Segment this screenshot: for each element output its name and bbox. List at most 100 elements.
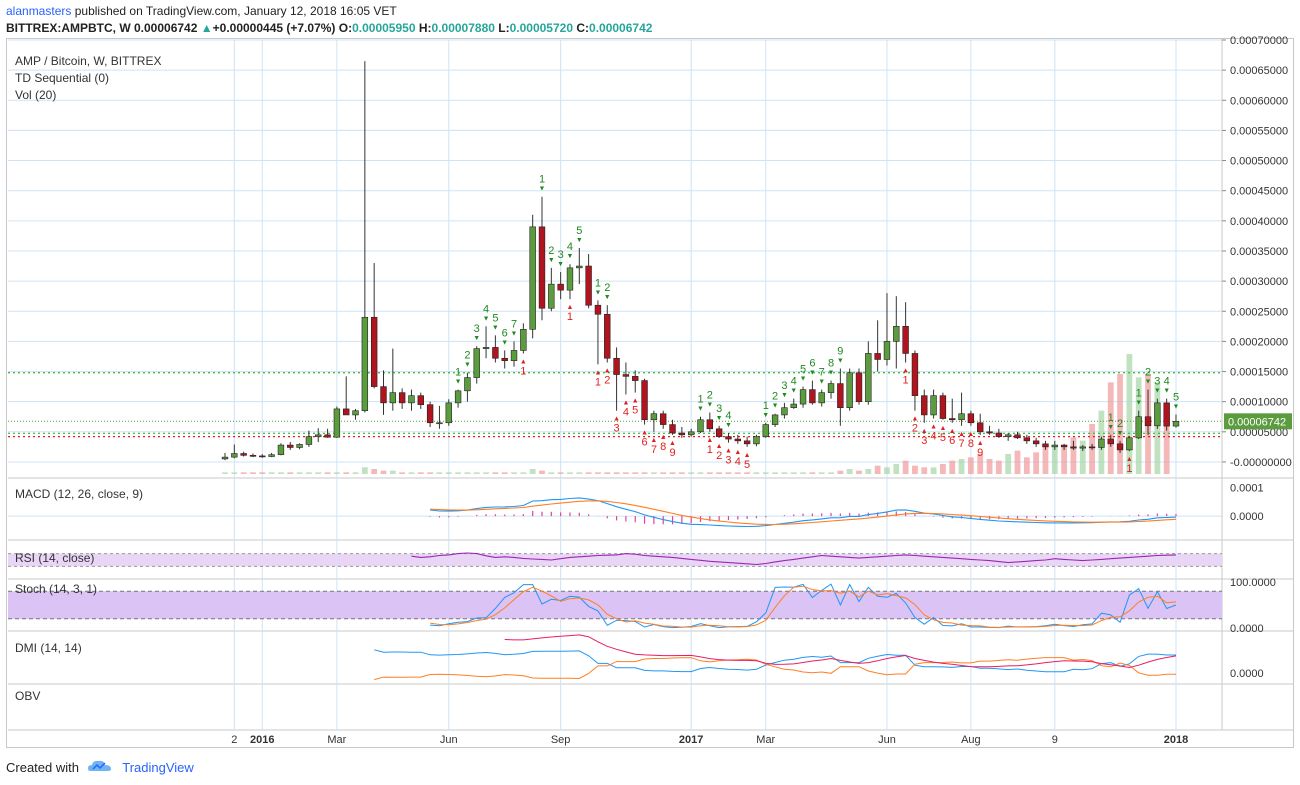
td-down-arrow: ▼ [1117,430,1124,437]
td-down-arrow: ▼ [464,362,471,369]
td-up-arrow: ▲ [725,448,732,455]
candle-body [604,313,611,359]
volume-bar [632,472,639,474]
candle-body [566,267,574,291]
volume-bar [445,472,452,474]
volume-bar [1126,354,1133,474]
created-with-text: Created with [6,760,79,775]
candle-body [1051,444,1058,448]
candle-body [967,413,975,424]
volume-bar [725,472,732,474]
volume-bar [986,459,993,474]
macd-label: MACD (12, 26, close, 9) [15,487,144,501]
candle-body [417,395,424,405]
candle-body [809,389,816,404]
candle-body [715,428,723,437]
candle-body [827,383,835,393]
td-setup-count: 5 [576,225,582,237]
dmi-label: DMI (14, 14) [15,641,82,655]
volume-bar [828,472,834,474]
volume-bar [930,467,937,474]
td-buy-count: 6 [641,437,647,449]
td-down-arrow: ▼ [772,403,779,410]
td-sequential-label: TD Sequential (0) [15,71,110,85]
volume-bar [1061,447,1068,474]
candle-body [585,265,592,306]
td-setup-count: 2 [1145,367,1151,379]
price-tick-label: 0.00030000 [1230,276,1288,288]
volume-bar [809,472,816,474]
candle-body [818,392,825,404]
candle-body [1088,446,1096,449]
candle-body [930,395,937,416]
volume-bar [417,472,424,474]
td-up-arrow: ▲ [660,434,667,441]
price-tick-label: 0.00040000 [1230,216,1288,228]
dmi-adx-line [504,634,1177,669]
candle-body [492,347,499,359]
time-tick-label: Jun [878,734,896,746]
close-value: 0.00006742 [589,21,653,35]
td-down-arrow: ▼ [492,324,499,331]
td-up-arrow: ▲ [622,399,629,406]
volume-bar [995,460,1002,474]
volume-bar [483,472,489,474]
volume-bar [1033,452,1040,474]
td-down-arrow: ▼ [567,253,574,260]
time-tick-label: 2 [231,734,237,746]
candle-body [240,453,247,456]
macd-line [430,497,1177,528]
td-down-arrow: ▼ [828,370,835,377]
obv-tick-label: 0.0000 [1230,0,1264,3]
td-down-arrow: ▼ [809,370,816,377]
volume-bar [427,472,434,474]
volume-bar [1079,440,1086,474]
candle-body [333,408,341,438]
volume-bar [818,472,825,474]
td-down-arrow: ▼ [781,392,788,399]
volume-bar [669,472,676,474]
tradingview-link[interactable]: TradingView [122,760,194,775]
author-link[interactable]: alanmasters [6,4,72,18]
candle-body [576,265,583,269]
td-setup-count: 3 [558,249,564,261]
candle-body [277,444,285,456]
volume-bar [613,472,620,474]
td-setup-count: 1 [763,400,769,412]
td-down-arrow: ▼ [706,402,713,409]
volume-bar [893,464,900,474]
candle-body [352,410,359,416]
td-buy-count: 3 [614,423,620,435]
price-tick-label: 0.00050000 [1230,156,1288,168]
volume-bar [716,472,723,474]
td-setup-count: 4 [1164,376,1170,388]
td-buy-count: 1 [1126,463,1132,475]
volume-bar [790,472,797,474]
candle-body [678,432,686,436]
candle-body [725,436,732,440]
time-tick-label: Sep [551,734,571,746]
td-up-arrow: ▲ [716,443,723,450]
td-setup-count: 9 [837,346,843,358]
candle-body [706,419,714,430]
td-setup-count: 8 [828,358,834,370]
volume-bar [333,472,340,474]
candle-body [995,432,1003,437]
candle-body [753,436,760,445]
candle-body [370,316,378,387]
stoch-label: Stoch (14, 3, 1) [15,582,98,596]
td-down-arrow: ▼ [455,379,462,386]
time-tick-label: 2018 [1164,734,1188,746]
candle-body [389,392,397,404]
volume-bar [734,472,741,474]
stoch-band [8,591,1222,619]
volume-bar [1014,450,1021,474]
volume-bar [268,472,275,474]
td-setup-count: 1 [455,367,461,379]
candle-body [464,377,471,392]
td-setup-count: 1 [539,174,545,186]
volume-bar [1023,457,1030,474]
volume-bar [604,472,611,474]
price-tick-label: 0.00035000 [1230,246,1288,258]
